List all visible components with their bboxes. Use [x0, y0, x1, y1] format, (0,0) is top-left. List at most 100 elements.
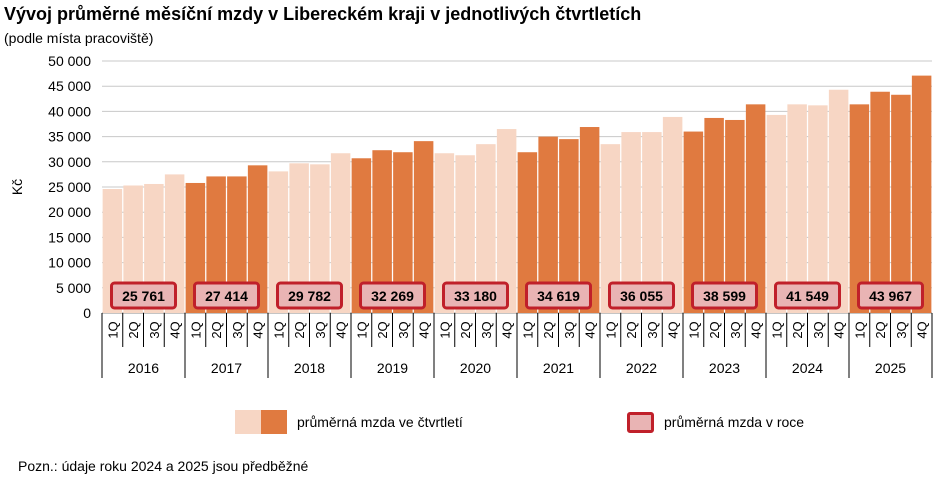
bar-2019-2Q [372, 150, 392, 313]
bar-2021-4Q [579, 127, 600, 313]
bar-2017-4Q [247, 165, 268, 313]
quarter-label: 4Q [168, 321, 183, 338]
quarter-label: 1Q [437, 321, 452, 338]
annual-value-2024: 41 549 [786, 288, 829, 304]
quarter-label: 4Q [251, 321, 266, 338]
quarter-label: 3Q [811, 321, 826, 338]
bar-2019-3Q [393, 152, 413, 313]
annual-value-2019: 32 269 [371, 288, 414, 304]
bar-2016-3Q [144, 183, 164, 313]
year-label-2017: 2017 [211, 360, 242, 376]
annual-box-2017 [193, 281, 260, 310]
quarter-label: 4Q [915, 321, 930, 338]
annual-box-2016 [110, 281, 177, 310]
bar-2022-3Q [642, 132, 662, 313]
quarter-label: 2Q [707, 321, 722, 338]
bar-2022-4Q [662, 116, 683, 313]
legend-annual: průměrná mzda v roce [627, 410, 804, 434]
bar-2019-1Q [351, 158, 372, 313]
bar-2022-2Q [621, 132, 641, 313]
quarter-label: 2Q [541, 321, 556, 338]
y-tick-label: 5 000 [56, 280, 91, 296]
bar-2017-2Q [206, 176, 226, 313]
bar-2021-2Q [538, 136, 558, 313]
quarter-label: 3Q [396, 321, 411, 338]
quarter-label: 3Q [313, 321, 328, 338]
bar-2023-4Q [745, 104, 766, 314]
bar-2020-3Q [476, 144, 496, 313]
quarter-label: 1Q [852, 321, 867, 338]
y-tick-label: 50 000 [48, 53, 91, 69]
legend-swatch-annual [627, 411, 654, 433]
quarter-label: 4Q [666, 321, 681, 338]
quarter-label: 2Q [458, 321, 473, 338]
year-label-2021: 2021 [543, 360, 574, 376]
annual-value-2018: 29 782 [288, 288, 331, 304]
bar-2016-2Q [123, 185, 143, 313]
annual-value-2022: 36 055 [620, 288, 663, 304]
quarter-label: 3Q [894, 321, 909, 338]
quarter-label: 4Q [583, 321, 598, 338]
bar-2021-1Q [517, 152, 538, 313]
bar-2022-1Q [600, 144, 621, 313]
quarter-label: 2Q [873, 321, 888, 338]
bar-2025-2Q [870, 91, 890, 313]
year-label-2024: 2024 [792, 360, 823, 376]
y-tick-label: 0 [83, 305, 91, 321]
annual-box-2025 [857, 281, 924, 310]
year-label-2023: 2023 [709, 360, 740, 376]
quarter-label: 2Q [624, 321, 639, 338]
quarter-label: 3Q [147, 321, 162, 338]
year-label-2022: 2022 [626, 360, 657, 376]
quarter-label: 1Q [603, 321, 618, 338]
bar-2018-2Q [289, 163, 309, 313]
bar-chart: 0 5 000 10 000 15 000 20 000 25 000 30 000 35 0… [9, 53, 933, 378]
annual-box-2022 [608, 281, 675, 310]
bar-2018-4Q [330, 153, 351, 313]
annual-box-2024 [774, 281, 841, 310]
year-label-2018: 2018 [294, 360, 325, 376]
quarter-label: 1Q [354, 321, 369, 338]
quarter-label: 3Q [479, 321, 494, 338]
legend-quarterly-label: průměrná mzda ve čtvrtletí [297, 414, 463, 430]
bar-2024-1Q [766, 114, 787, 313]
chart-title: Vývoj průměrné měsíční mzdy v Libereckém… [4, 4, 642, 24]
quarter-label: 2Q [790, 321, 805, 338]
annual-box-2020 [442, 281, 509, 310]
quarter-label: 4Q [500, 321, 515, 338]
bar-2025-4Q [911, 75, 932, 313]
year-label-2025: 2025 [875, 360, 906, 376]
bar-2020-2Q [455, 155, 475, 313]
y-tick-label: 40 000 [48, 103, 91, 119]
quarter-label: 2Q [126, 321, 141, 338]
year-label-2016: 2016 [128, 360, 159, 376]
annual-value-2017: 27 414 [205, 288, 248, 304]
quarter-label: 3Q [728, 321, 743, 338]
y-tick-label: 10 000 [48, 255, 91, 271]
y-axis-label: Kč [9, 179, 25, 195]
bar-2024-2Q [787, 104, 807, 314]
y-tick-label: 45 000 [48, 78, 91, 94]
annual-value-2020: 33 180 [454, 288, 497, 304]
bar-2017-1Q [185, 182, 206, 313]
y-tick-label: 35 000 [48, 129, 91, 145]
quarter-label: 4Q [417, 321, 432, 338]
bar-2024-3Q [808, 105, 828, 314]
bar-2023-3Q [725, 119, 745, 313]
bar-2020-4Q [496, 129, 517, 313]
quarter-label: 4Q [334, 321, 349, 338]
year-label-2020: 2020 [460, 360, 491, 376]
quarter-label: 4Q [832, 321, 847, 338]
quarter-label: 3Q [562, 321, 577, 338]
footnote: Pozn.: údaje roku 2024 a 2025 jsou předb… [18, 458, 309, 474]
quarter-label: 3Q [645, 321, 660, 338]
chart-subtitle: (podle místa pracoviště) [4, 30, 154, 46]
quarter-label: 3Q [230, 321, 245, 338]
annual-box-2021 [525, 281, 592, 310]
bar-2016-4Q [164, 174, 185, 313]
y-tick-label: 15 000 [48, 229, 91, 245]
quarter-label: 1Q [769, 321, 784, 338]
y-tick-label: 30 000 [48, 154, 91, 170]
bar-2023-1Q [683, 131, 704, 313]
quarter-label: 1Q [105, 321, 120, 338]
